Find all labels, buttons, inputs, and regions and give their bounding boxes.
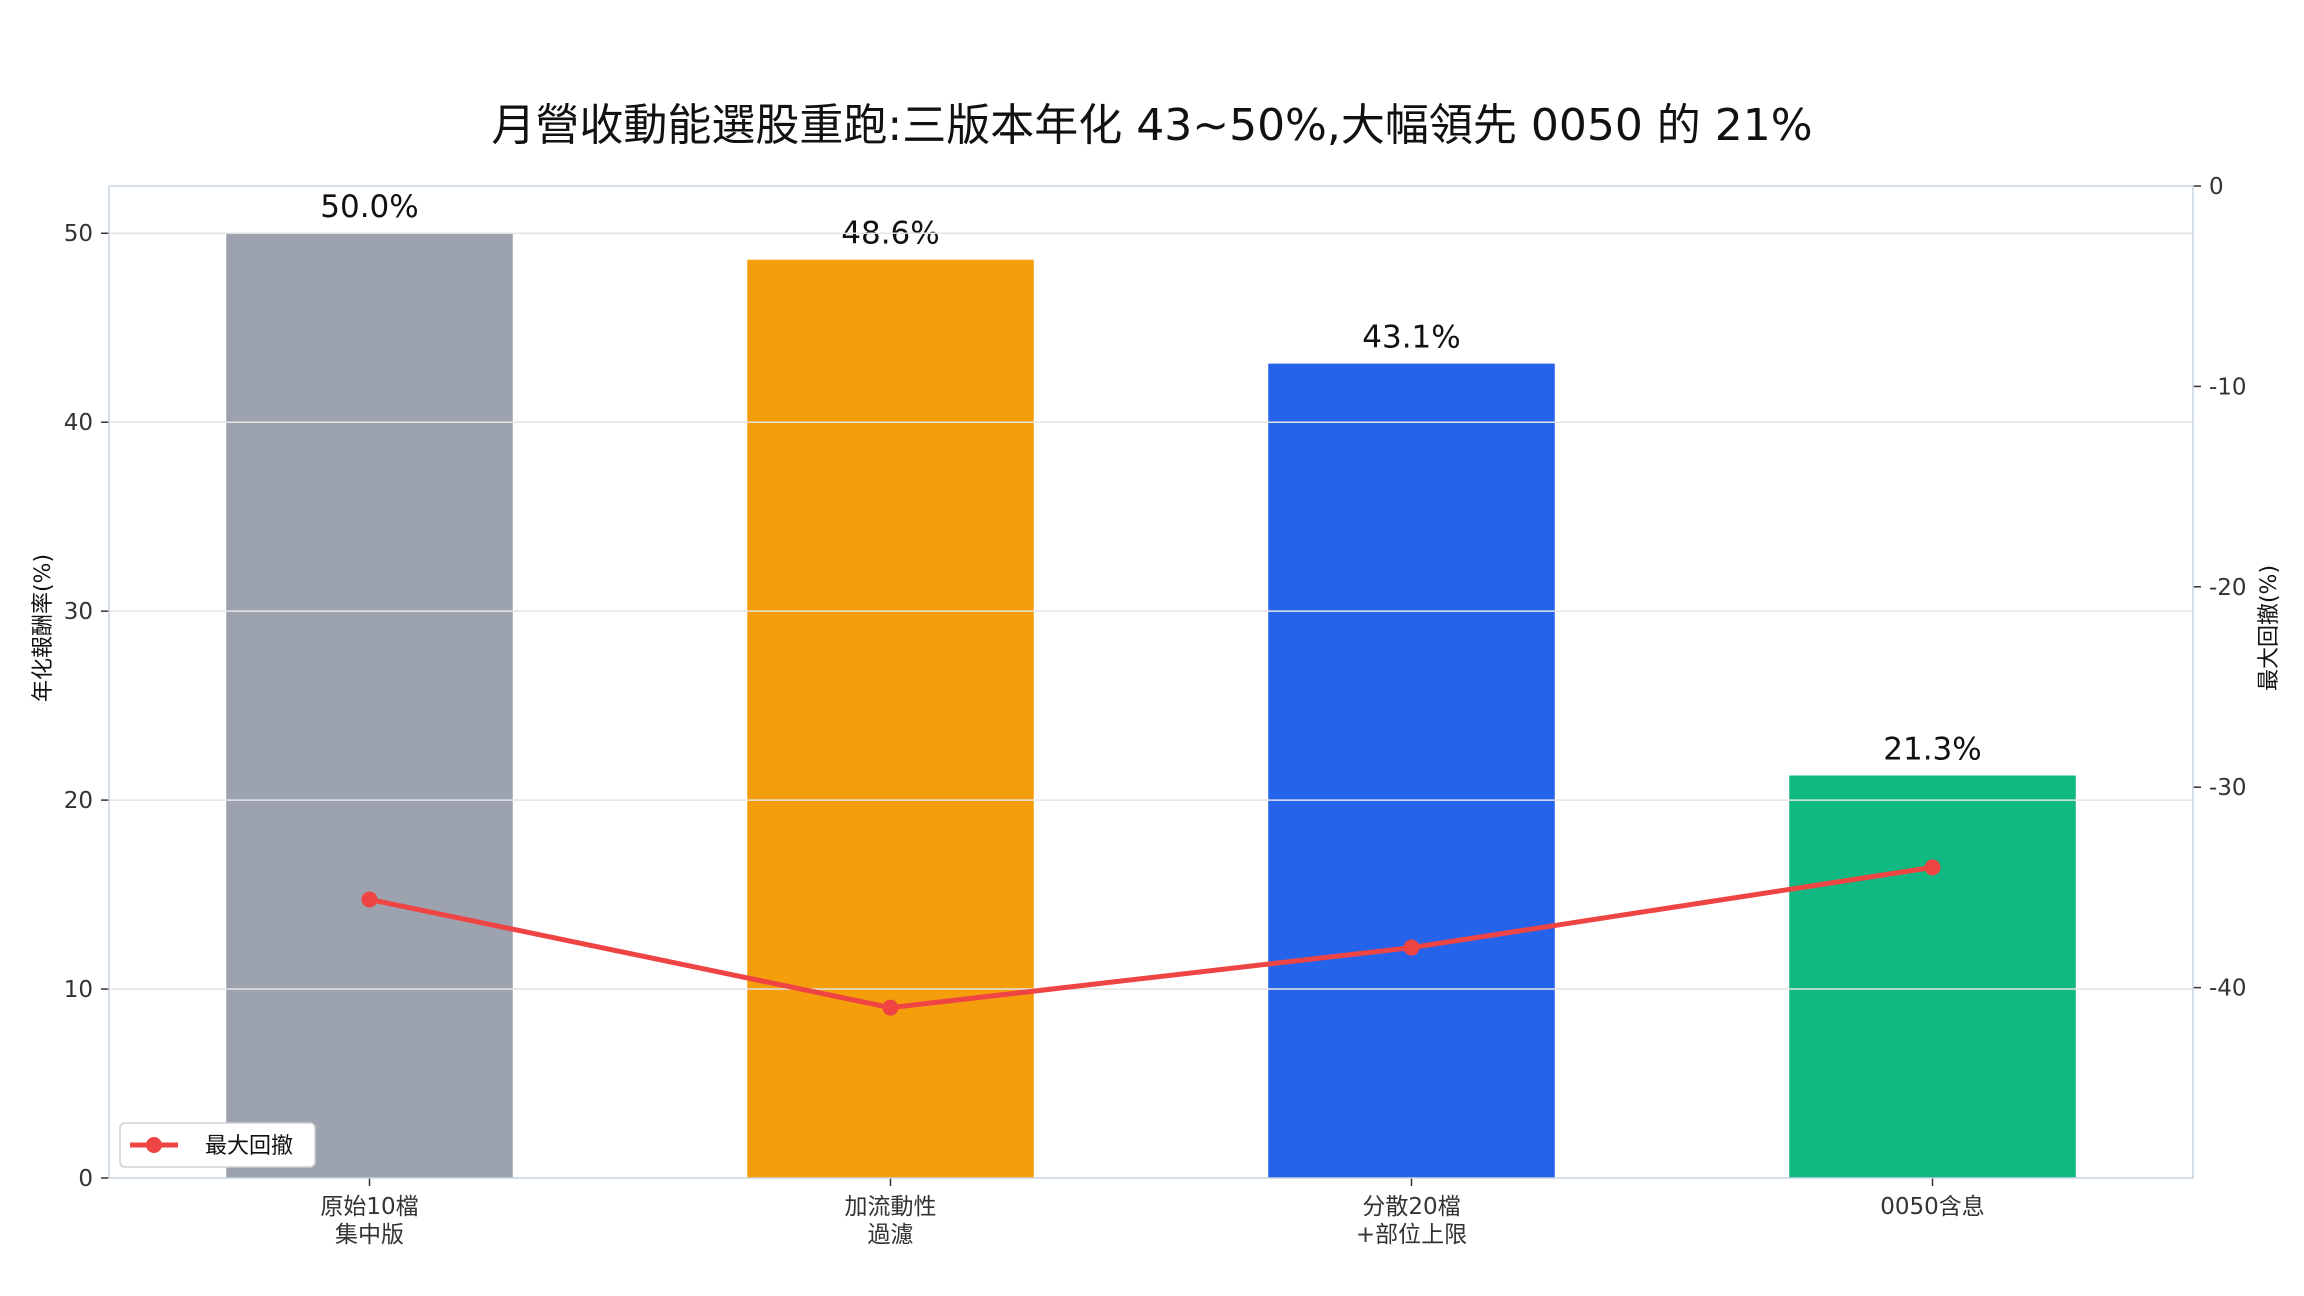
y-axis-ticks: 0 10 20 30 40 50 (64, 221, 109, 1192)
bars (226, 233, 2076, 1179)
x-category-label: +部位上限 (1356, 1222, 1467, 1248)
legend: 最大回撤 (119, 1122, 316, 1168)
bar (226, 233, 513, 1178)
y-tick-label: 10 (64, 977, 93, 1003)
y2-axis-label: 最大回撤(%) (2257, 565, 2282, 691)
y2-tick-label: -40 (2209, 976, 2247, 1002)
x-category-label: 集中版 (335, 1222, 404, 1248)
bar (1268, 363, 1555, 1178)
y-axis-label: 年化報酬率(%) (31, 554, 56, 702)
y-tick-label: 0 (78, 1166, 93, 1192)
y2-tick-label: -20 (2209, 575, 2247, 601)
bar-data-label: 21.3% (1883, 732, 1981, 768)
chart-title: 月營收動能選股重跑:三版本年化 43~50%,大幅領先 0050 的 21% (491, 100, 1812, 151)
y2-axis-ticks: 0 -10 -20 -30 -40 (2193, 174, 2247, 1002)
drawdown-point (1924, 859, 1941, 876)
drawdown-point (1403, 939, 1420, 956)
drawdown-polyline (368, 864, 1933, 1011)
bar-data-labels: 50.0%48.6%43.1%21.3% (320, 189, 1981, 767)
y-tick-label: 50 (64, 221, 93, 247)
y-tick-label: 40 (64, 410, 93, 436)
y2-tick-label: -10 (2209, 374, 2247, 400)
drawdown-point (361, 891, 378, 908)
bar-data-label: 43.1% (1362, 320, 1460, 356)
bar (1789, 775, 2076, 1178)
x-category-label: 加流動性 (845, 1194, 937, 1220)
x-category-label: 過濾 (868, 1222, 914, 1248)
legend-label: 最大回撤 (205, 1134, 293, 1159)
plot-frame (108, 185, 2194, 1179)
legend-marker (146, 1137, 162, 1153)
bar-data-label: 50.0% (320, 189, 418, 225)
x-category-label: 0050含息 (1880, 1194, 1985, 1220)
grid-lines (109, 232, 2193, 990)
y2-tick-label: 0 (2209, 174, 2224, 200)
bar (747, 259, 1034, 1179)
y-tick-label: 20 (64, 788, 93, 814)
y2-tick-label: -30 (2209, 775, 2247, 801)
plot-border (108, 185, 2194, 1179)
drawdown-point (882, 999, 899, 1016)
legend-box (119, 1122, 316, 1168)
drawdown-line (361, 859, 1941, 1016)
y-tick-label: 30 (64, 599, 93, 625)
x-category-label: 分散20檔 (1362, 1194, 1460, 1220)
x-category-label: 原始10檔 (320, 1194, 418, 1220)
